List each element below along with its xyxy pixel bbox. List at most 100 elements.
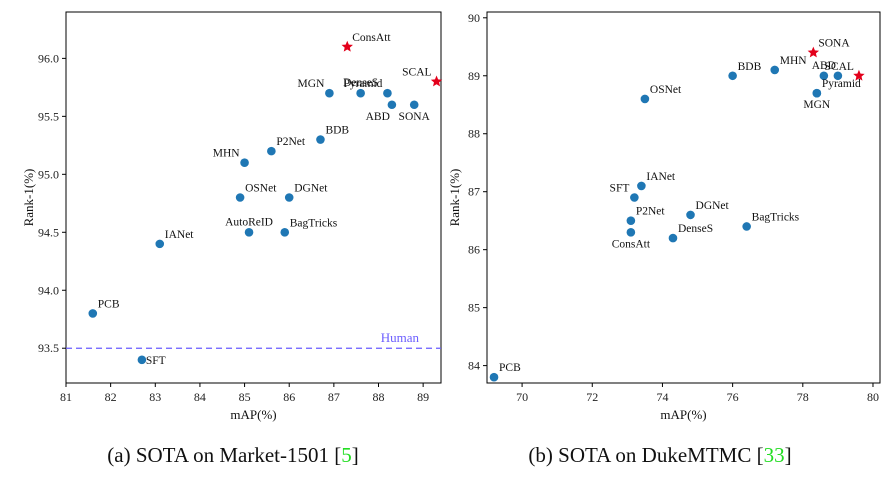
point-ianet (155, 239, 165, 249)
y-axis-label: Rank-1(%) (21, 169, 36, 227)
point-label-pcb: PCB (499, 362, 521, 374)
y-tick-label: 86 (468, 243, 480, 257)
point-pcb (88, 309, 98, 318)
plot-frame (486, 11, 881, 384)
caption-text-end: ] (352, 443, 359, 467)
point-label-autoreid: AutoReID (225, 216, 273, 228)
point-pyramid (833, 71, 843, 81)
point-abd (387, 100, 397, 110)
point-mgn (812, 88, 822, 98)
point-osnet (640, 94, 650, 104)
point-label-scal: SCAL (402, 67, 431, 79)
caption-text: (a) SOTA on Market-1501 [ (107, 443, 341, 467)
caption-citation-link[interactable]: 33 (764, 443, 785, 467)
point-label-sft: SFT (146, 355, 166, 367)
point-label-bdb: BDB (325, 125, 349, 137)
caption-citation-link[interactable]: 5 (341, 443, 352, 467)
point-label-mgn: MGN (298, 78, 326, 90)
point-mhn (770, 65, 780, 75)
point-autoreid (244, 227, 254, 237)
point-label-abd: ABD (366, 111, 390, 123)
y-tick-label: 93.5 (38, 341, 59, 355)
point-label-pcb: PCB (98, 298, 120, 310)
point-pyramid (383, 88, 392, 98)
x-tick-label: 83 (149, 390, 161, 404)
point-bdb (728, 71, 737, 81)
point-sona (409, 100, 419, 110)
point-consatt (341, 40, 353, 52)
x-tick-label: 74 (656, 390, 668, 404)
y-tick-label: 94.0 (38, 283, 59, 297)
point-label-dgnet: DGNet (294, 183, 328, 195)
point-label-bdb: BDB (738, 61, 762, 73)
point-sona (807, 46, 820, 58)
y-tick-label: 90 (468, 11, 480, 25)
point-label-pyramid: Pyramid (822, 78, 861, 90)
point-label-sona: SONA (818, 38, 850, 50)
point-bdb (316, 135, 325, 144)
point-label-dgnet: DGNet (696, 200, 730, 212)
caption-text: (b) SOTA on DukeMTMC [ (528, 443, 763, 467)
point-label-bagtricks: BagTricks (290, 217, 338, 229)
y-tick-label: 85 (468, 301, 480, 315)
x-tick-label: 86 (283, 390, 295, 404)
x-tick-label: 87 (328, 390, 340, 404)
point-mhn (240, 158, 249, 168)
x-tick-label: 80 (867, 390, 879, 404)
point-denses (668, 233, 678, 243)
x-tick-label: 72 (586, 390, 598, 404)
x-tick-label: 85 (239, 390, 251, 404)
point-label-bagtricks: BagTricks (752, 211, 800, 223)
point-p2net (626, 216, 636, 225)
plot-frame (65, 11, 442, 384)
point-mgn (325, 88, 334, 98)
x-axis-label: mAP(%) (660, 407, 706, 422)
chart-caption: (a) SOTA on Market-1501 [5] (107, 443, 358, 467)
y-tick-label: 84 (468, 359, 480, 373)
point-sft (137, 355, 147, 365)
point-p2net (267, 146, 276, 156)
point-label-pyramid: Pyramid (343, 78, 382, 90)
point-abd (819, 71, 829, 81)
chart-dukemtmc: 70 72 74 76 78 80 84 85 86 87 88 89 90 mAP(%) Rank-1(%… (447, 11, 881, 467)
x-tick-label: 88 (373, 390, 385, 404)
y-tick-label: 89 (468, 69, 480, 83)
x-tick-label: 78 (797, 390, 809, 404)
y-tick-label: 88 (468, 127, 480, 141)
point-scal (430, 75, 443, 87)
point-dgnet (284, 193, 294, 202)
x-tick-label: 84 (194, 390, 206, 404)
point-label-consatt: ConsAtt (352, 32, 391, 44)
point-bagtricks (742, 222, 751, 231)
point-label-abd: ABD (812, 60, 836, 72)
point-label-scal: SCAL (825, 61, 854, 73)
y-tick-label: 94.5 (38, 225, 59, 239)
point-consatt (626, 227, 636, 237)
point-label-p2net: P2Net (276, 136, 306, 148)
x-tick-label: 89 (417, 390, 429, 404)
point-ianet (637, 181, 646, 191)
human-reference-label: Human (381, 330, 420, 345)
point-label-consatt: ConsAtt (612, 238, 651, 250)
point-label-ianet: IANet (646, 171, 676, 183)
y-tick-label: 95.0 (38, 167, 59, 181)
point-label-sft: SFT (610, 183, 630, 195)
chart-market1501: 81 82 83 84 85 86 87 88 89 93.5 94.0 94.5 95.0 95.5 96… (21, 11, 443, 467)
point-dgnet (686, 210, 695, 220)
x-tick-label: 82 (105, 390, 117, 404)
point-pcb (489, 372, 499, 382)
y-tick-label: 95.5 (38, 109, 59, 123)
point-bagtricks (280, 227, 290, 237)
point-label-ianet: IANet (165, 229, 195, 241)
x-tick-label: 70 (516, 390, 528, 404)
point-denses (356, 88, 365, 98)
point-label-mgn: MGN (803, 99, 831, 111)
point-label-denses: DenseS (343, 77, 378, 89)
point-label-sona: SONA (399, 111, 431, 123)
x-tick-label: 81 (60, 390, 72, 404)
point-label-osnet: OSNet (245, 183, 277, 195)
point-label-mhn: MHN (213, 148, 241, 160)
point-label-denses: DenseS (678, 223, 713, 235)
point-label-osnet: OSNet (650, 84, 682, 96)
